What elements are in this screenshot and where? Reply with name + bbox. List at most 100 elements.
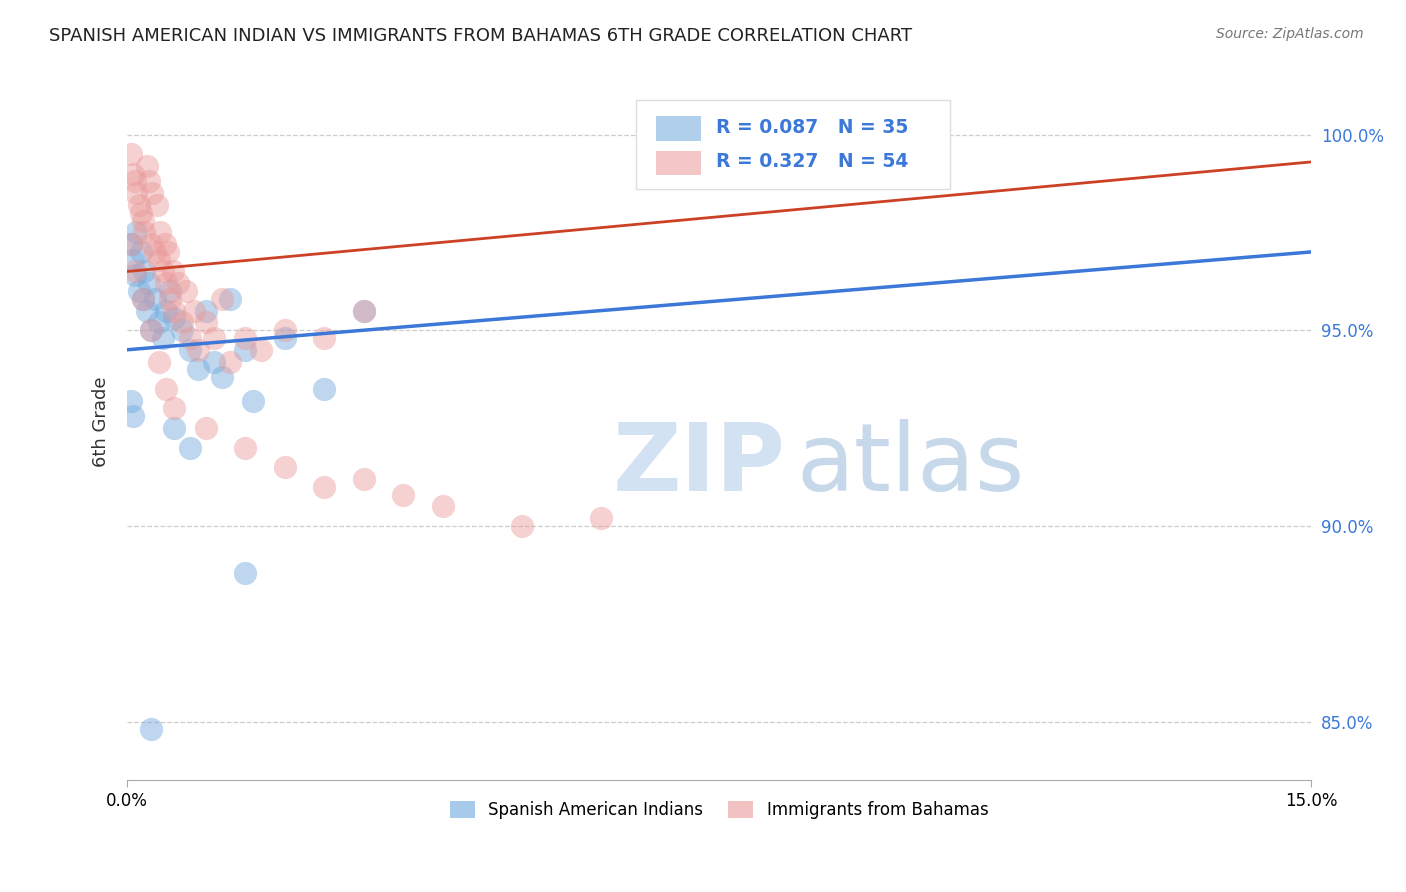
Text: SPANISH AMERICAN INDIAN VS IMMIGRANTS FROM BAHAMAS 6TH GRADE CORRELATION CHART: SPANISH AMERICAN INDIAN VS IMMIGRANTS FR…: [49, 27, 912, 45]
Point: [143, 292, 166, 306]
Point: [392, 487, 415, 501]
Point: [125, 186, 148, 201]
Point: [120, 393, 142, 408]
Point: [179, 343, 201, 357]
Point: [128, 284, 150, 298]
Point: [202, 331, 225, 345]
Point: [159, 284, 181, 298]
Point: [139, 237, 162, 252]
Point: [353, 303, 375, 318]
Point: [124, 268, 146, 283]
Point: [157, 244, 180, 259]
Point: [353, 472, 375, 486]
Point: [135, 303, 157, 318]
Point: [152, 264, 174, 278]
Point: [163, 311, 186, 326]
Point: [432, 500, 454, 514]
Point: [274, 331, 297, 345]
Point: [141, 186, 163, 201]
Point: [149, 225, 172, 239]
Bar: [657, 116, 702, 141]
Point: [174, 284, 197, 298]
Point: [132, 213, 155, 227]
Text: R = 0.087   N = 35: R = 0.087 N = 35: [716, 118, 908, 136]
Point: [124, 174, 146, 188]
Point: [194, 303, 217, 318]
Point: [250, 343, 273, 357]
Point: [139, 323, 162, 337]
Point: [235, 331, 257, 345]
Point: [139, 723, 162, 737]
Point: [235, 566, 257, 580]
Point: [124, 264, 146, 278]
Point: [129, 206, 152, 220]
Point: [194, 315, 217, 329]
Point: [135, 159, 157, 173]
Point: [274, 460, 297, 475]
Point: [314, 480, 336, 494]
Point: [159, 292, 181, 306]
Point: [155, 277, 177, 291]
Point: [187, 343, 209, 357]
Legend: Spanish American Indians, Immigrants from Bahamas: Spanish American Indians, Immigrants fro…: [443, 794, 995, 826]
Point: [148, 252, 170, 267]
Point: [122, 409, 145, 424]
Text: Source: ZipAtlas.com: Source: ZipAtlas.com: [1216, 27, 1364, 41]
Point: [187, 362, 209, 376]
Point: [148, 315, 170, 329]
Point: [183, 303, 205, 318]
Point: [163, 421, 186, 435]
Point: [155, 303, 177, 318]
Point: [134, 225, 156, 239]
Point: [129, 244, 152, 259]
FancyBboxPatch shape: [637, 100, 950, 189]
Point: [510, 519, 533, 533]
Point: [353, 303, 375, 318]
Point: [211, 370, 233, 384]
Point: [134, 264, 156, 278]
Point: [314, 382, 336, 396]
Text: R = 0.327   N = 54: R = 0.327 N = 54: [716, 152, 908, 171]
Point: [172, 315, 194, 329]
Point: [120, 147, 142, 161]
Point: [235, 441, 257, 455]
Y-axis label: 6th Grade: 6th Grade: [93, 377, 110, 467]
Point: [218, 354, 240, 368]
Point: [218, 292, 240, 306]
Text: atlas: atlas: [796, 419, 1025, 511]
Point: [153, 237, 176, 252]
Point: [274, 323, 297, 337]
Point: [138, 277, 160, 291]
Point: [211, 292, 233, 306]
Point: [242, 393, 264, 408]
Point: [148, 354, 170, 368]
Bar: [657, 151, 702, 175]
Point: [179, 331, 201, 345]
Point: [163, 303, 186, 318]
Point: [155, 382, 177, 396]
Point: [120, 237, 142, 252]
Point: [122, 252, 145, 267]
Point: [139, 323, 162, 337]
Point: [128, 198, 150, 212]
Point: [194, 421, 217, 435]
Point: [314, 331, 336, 345]
Point: [120, 237, 142, 252]
Point: [202, 354, 225, 368]
Point: [179, 441, 201, 455]
Point: [163, 401, 186, 416]
Point: [589, 511, 612, 525]
Point: [132, 292, 155, 306]
Point: [143, 244, 166, 259]
Point: [167, 277, 190, 291]
Point: [152, 331, 174, 345]
Point: [146, 198, 169, 212]
Point: [122, 167, 145, 181]
Point: [138, 174, 160, 188]
Text: ZIP: ZIP: [613, 419, 786, 511]
Point: [172, 323, 194, 337]
Point: [235, 343, 257, 357]
Point: [125, 225, 148, 239]
Point: [162, 264, 184, 278]
Point: [132, 292, 155, 306]
